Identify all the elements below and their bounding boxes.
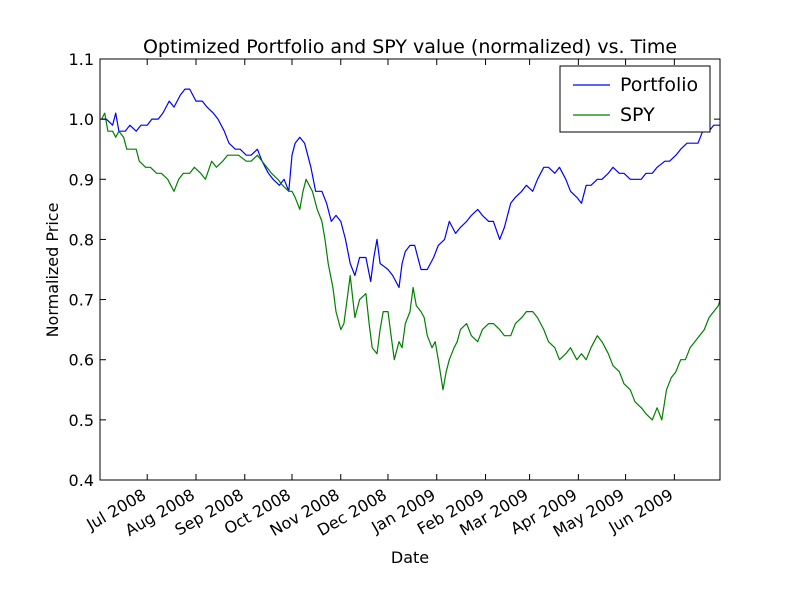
y-axis: 0.4 0.5 0.6 0.7 0.8 0.9 1.0 1.1 — [69, 50, 720, 490]
legend-label-portfolio: Portfolio — [620, 74, 698, 96]
plot-frame — [99, 58, 721, 481]
y-tick-label: 1.1 — [69, 50, 94, 69]
legend-label-spy: SPY — [620, 104, 655, 126]
y-tick-label: 0.4 — [69, 471, 94, 490]
y-tick-label: 0.9 — [69, 170, 94, 189]
chart-title: Optimized Portfolio and SPY value (norma… — [143, 36, 677, 58]
series-line-spy — [101, 112, 721, 421]
x-axis-label: Date — [391, 548, 429, 567]
y-tick-label: 0.5 — [69, 411, 94, 430]
y-tick-label: 0.6 — [69, 351, 94, 370]
y-axis-label: Normalized Price — [43, 203, 62, 338]
y-tick-label: 0.7 — [69, 291, 94, 310]
y-tick-label: 1.0 — [69, 110, 94, 129]
series-line-portfolio — [101, 88, 720, 289]
legend-box — [559, 65, 711, 133]
y-tick-label: 0.8 — [69, 230, 94, 249]
legend: Portfolio SPY — [559, 65, 711, 133]
series-layer — [101, 88, 721, 421]
